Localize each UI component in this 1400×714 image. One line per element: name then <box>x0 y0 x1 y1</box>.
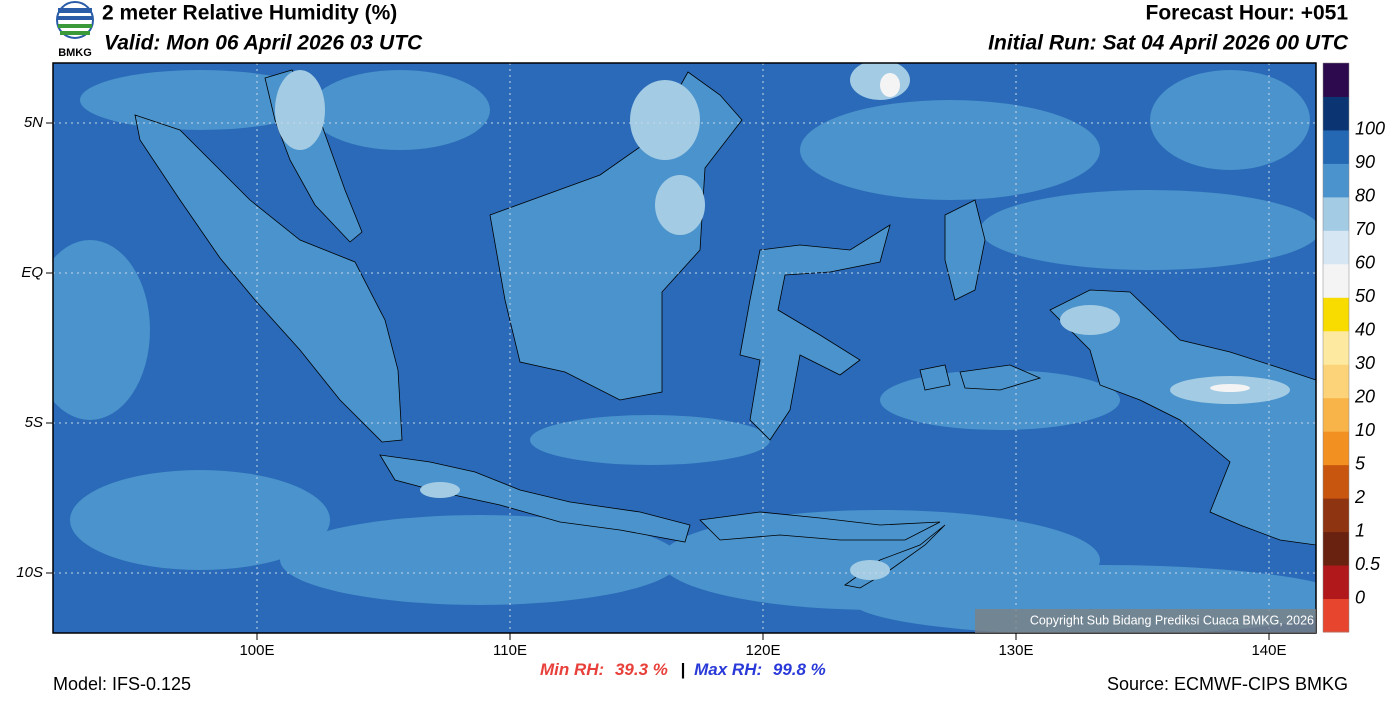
colorbar-swatch <box>1323 531 1349 566</box>
lat-label: 5N <box>24 114 43 131</box>
colorbar-label: 2 <box>1354 487 1365 507</box>
lon-label: 130E <box>998 642 1033 659</box>
colorbar-swatch <box>1323 431 1349 466</box>
logo: BMKG <box>56 1 94 59</box>
colorbar-swatch <box>1323 129 1349 164</box>
colorbar-label: 1 <box>1355 520 1365 540</box>
max-label: Max RH: <box>694 660 762 679</box>
lat-label: 10S <box>16 564 43 581</box>
copyright-box <box>975 609 1316 633</box>
source: Source: ECMWF-CIPS BMKG <box>1107 674 1348 694</box>
colorbar-label: 80 <box>1355 186 1375 206</box>
lat-label: EQ <box>21 264 43 281</box>
colorbar-swatch <box>1323 196 1349 231</box>
colorbar-label: 20 <box>1354 386 1375 406</box>
map-frame <box>52 62 1317 634</box>
title: 2 meter Relative Humidity (%) <box>102 2 397 25</box>
colorbar-label: 5 <box>1355 453 1366 473</box>
colorbar-frame <box>1322 62 1350 633</box>
colorbar-label: 60 <box>1355 253 1375 273</box>
min-label: Min RH: <box>540 660 604 679</box>
colorbar-swatch <box>1323 163 1349 198</box>
lon-label: 110E <box>493 642 527 659</box>
colorbar-swatch <box>1323 565 1349 600</box>
colorbar-label: 100 <box>1355 119 1385 139</box>
copyright: Copyright Sub Bidang Prediksi Cuaca BMKG… <box>1030 613 1314 627</box>
colorbar-label: 30 <box>1355 353 1375 373</box>
colorbar-label: 0 <box>1355 587 1365 607</box>
max-value: 99.8 % <box>773 660 826 679</box>
logo-text: BMKG <box>58 47 92 59</box>
colorbar-label: 90 <box>1355 152 1375 172</box>
colorbar-swatch <box>1323 263 1349 298</box>
colorbar-swatch <box>1323 364 1349 399</box>
valid-time: Valid: Mon 06 April 2026 03 UTC <box>104 32 423 55</box>
colorbar-swatch <box>1323 498 1349 533</box>
initial-run: Initial Run: Sat 04 April 2026 00 UTC <box>988 32 1349 55</box>
separator: | <box>681 660 686 679</box>
forecast-hour: Forecast Hour: +051 <box>1146 2 1349 25</box>
colorbar-swatch <box>1323 598 1349 633</box>
lon-label: 100E <box>239 642 274 659</box>
colorbar-swatch <box>1323 230 1349 265</box>
colorbar-label: 50 <box>1355 286 1375 306</box>
colorbar-swatch <box>1323 63 1349 97</box>
graticule <box>46 63 1316 640</box>
model: Model: IFS-0.125 <box>53 674 191 694</box>
map <box>53 63 1316 633</box>
colorbar-label: 40 <box>1355 320 1375 340</box>
colorbar-swatch <box>1323 397 1349 432</box>
colorbar-label: 0.5 <box>1355 554 1381 574</box>
colorbar-swatch <box>1323 330 1349 365</box>
colorbar-label: 10 <box>1355 420 1375 440</box>
colorbar-swatch <box>1323 464 1349 499</box>
colorbar-swatch <box>1323 96 1349 131</box>
lat-label: 5S <box>25 414 43 431</box>
colorbar: 0 0.5 1 2 5 10 20 30 40 50 60 70 80 90 100 <box>1322 62 1385 633</box>
driest-areas <box>880 73 1250 392</box>
colorbar-swatch <box>1323 297 1349 332</box>
lon-label: 140E <box>1251 642 1286 659</box>
rh-summary: Min RH: 39.3 % | Max RH: 99.8 % <box>540 660 826 679</box>
lon-label: 120E <box>745 642 780 659</box>
colorbar-label: 70 <box>1355 219 1375 239</box>
min-value: 39.3 % <box>615 660 668 679</box>
